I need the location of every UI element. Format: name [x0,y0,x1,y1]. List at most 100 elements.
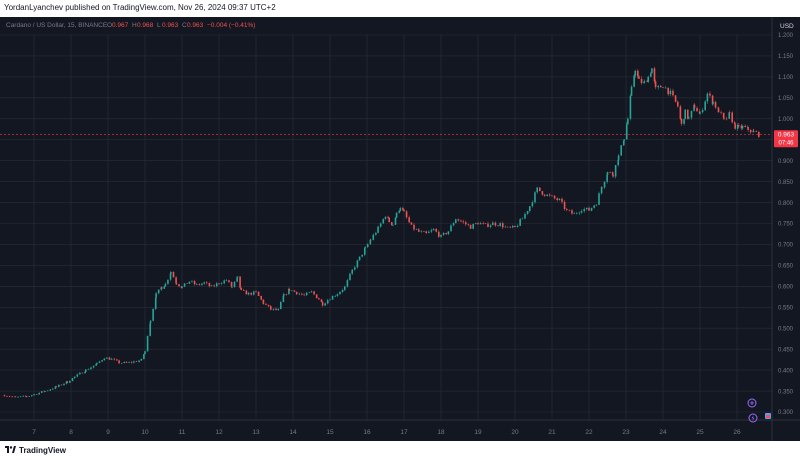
candle-body [561,198,563,202]
candle-body [603,181,606,188]
candle-body [30,395,33,397]
price-chart[interactable]: 1.2001.1501.1001.0501.0000.9500.9000.850… [0,17,800,441]
candle-body [686,109,689,119]
candle-body [543,194,546,197]
candle-body [356,260,359,268]
candle-body [758,131,760,137]
candle-body [128,361,130,363]
candle-body [79,372,81,375]
x-tick-label: 20 [511,429,519,436]
candle-body [262,299,265,304]
candle-body [499,223,501,226]
candle-body [733,122,736,125]
candle-body [447,231,450,235]
candle-body [288,288,291,291]
candle-body [375,232,377,235]
candle-body [55,386,57,387]
price-axis[interactable]: 1.2001.1501.1001.0501.0000.9500.9000.850… [778,33,794,416]
candle-body [196,284,198,285]
candle-body [457,219,460,221]
candle-series[interactable] [3,66,760,398]
ohlc-high: 0.968 [137,22,154,29]
calendar-icon[interactable] [765,413,771,419]
candle-body [349,273,351,281]
candle-body [722,112,725,119]
candle-body [245,290,248,295]
candle-body [394,217,397,225]
ohlc-high-label: H [132,22,137,29]
candle-body [57,384,60,387]
candle-body [731,112,733,123]
candle-body [303,294,305,296]
candle-body [178,284,180,287]
candle-body [146,335,149,352]
candle-body [318,298,320,300]
candle-body [432,229,435,231]
candle-body [398,210,400,213]
candle-body [60,384,63,386]
candle-body [172,271,175,278]
candle-body [377,226,379,233]
candle-body [149,323,151,336]
candle-body [236,277,238,282]
ohlc-low: 0.963 [162,22,179,29]
candle-body [118,360,120,364]
candle-body [728,112,731,113]
candle-body [364,247,366,248]
candle-body [479,223,482,225]
candle-body [252,291,255,295]
candle-body [372,234,375,240]
candle-body [558,198,561,201]
candle-body [755,131,758,132]
candle-body [193,281,196,285]
candle-body [17,396,19,398]
candle-body [677,101,679,107]
candle-body [714,101,717,108]
candle-body [509,226,511,228]
candle-body [399,208,402,211]
add-alert-icon[interactable] [747,398,757,408]
candle-body [225,280,228,281]
candle-body [519,219,521,226]
candle-body [529,206,531,212]
x-tick-label: 19 [474,429,482,436]
candle-body [506,226,509,228]
candle-body [315,294,318,299]
candle-body [183,283,186,287]
candle-body [649,73,652,77]
candle-body [494,222,497,226]
candle-body [291,290,293,292]
candle-body [556,198,558,201]
chart-frame[interactable]: 1.2001.1501.1001.0501.0000.9500.9000.850… [0,17,800,441]
candle-body [617,155,620,160]
candle-body [326,300,329,304]
candle-body [353,267,356,270]
candle-body [711,95,714,105]
candle-body [144,351,146,355]
candle-body [25,396,28,398]
time-axis[interactable]: 7 8 9 10 11 12 13 14 15 16 17 18 19 20 21 22 23 24 25 26 [32,429,741,436]
lightning-icon[interactable] [748,413,758,423]
price-badge-value: 0.963 [778,131,795,138]
candle-body [728,112,731,119]
candle-body [175,277,177,284]
candle-body [123,361,126,363]
candle-body [609,172,611,173]
candle-body [369,239,372,245]
candle-body [384,216,387,219]
ohlc-change: −0.004 (−0.41%) [207,22,255,29]
y-tick-label: 0.550 [778,305,794,311]
x-tick-label: 22 [585,429,593,436]
candle-body [583,209,585,212]
candle-body [467,224,470,225]
candle-body [76,374,79,377]
candle-body [462,221,464,223]
candle-body [566,208,568,210]
candle-body [501,223,504,228]
candle-body [410,222,413,225]
candle-body [157,289,160,294]
candle-body [321,301,324,306]
candle-body [472,223,474,229]
candle-body [667,87,669,95]
candle-body [143,354,145,359]
